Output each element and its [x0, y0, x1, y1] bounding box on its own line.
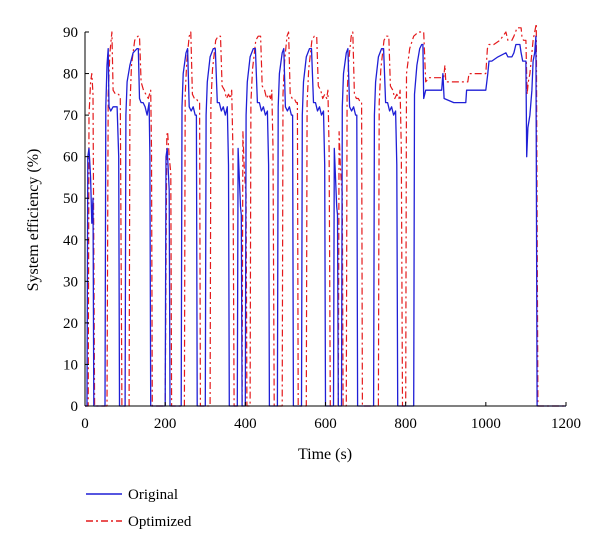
legend-label-original: Original	[128, 487, 178, 503]
y-tick-label: 40	[63, 233, 78, 249]
y-tick-label: 90	[63, 25, 78, 41]
legend-label-optimized: Optimized	[128, 514, 192, 530]
y-ticks: 0 10 20 30 40 50 60 70 80 90	[63, 25, 89, 415]
y-tick-label: 60	[63, 150, 78, 166]
x-tick-label: 400	[234, 416, 257, 432]
y-tick-label: 50	[63, 191, 78, 207]
series-line-original	[85, 35, 566, 407]
y-tick-label: 70	[63, 108, 78, 124]
legend: Original Optimized	[86, 487, 192, 530]
x-ticks: 0 200 400 600 800 1000 1200	[81, 402, 581, 432]
plot-lines	[85, 23, 566, 407]
x-tick-label: 800	[394, 416, 417, 432]
x-tick-label: 1200	[551, 416, 581, 432]
y-tick-label: 10	[63, 357, 78, 373]
x-tick-label: 200	[154, 416, 177, 432]
y-tick-label: 30	[63, 274, 78, 290]
y-tick-label: 20	[63, 316, 78, 332]
x-tick-label: 600	[314, 416, 337, 432]
y-tick-label: 0	[71, 399, 79, 415]
y-axis-title: System efficiency (%)	[25, 149, 42, 292]
y-tick-label: 80	[63, 67, 78, 83]
x-axis-title: Time (s)	[298, 446, 352, 463]
x-tick-label: 0	[81, 416, 89, 432]
x-tick-label: 1000	[471, 416, 501, 432]
